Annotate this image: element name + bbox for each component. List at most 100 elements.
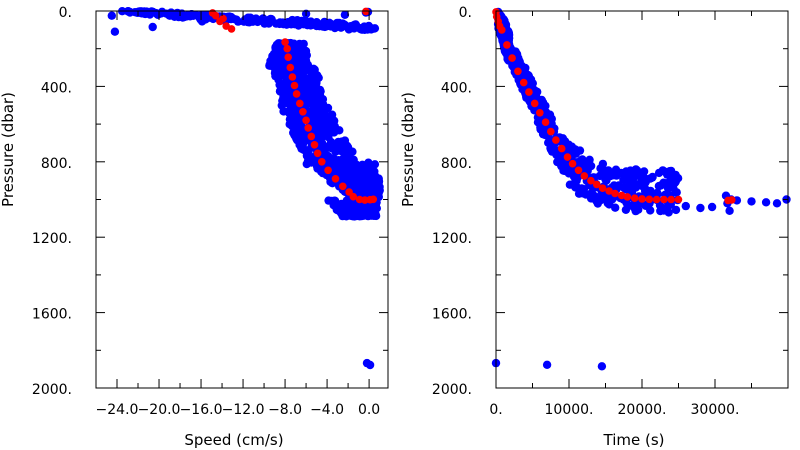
data-point	[525, 88, 533, 96]
data-point	[372, 175, 381, 184]
data-point	[315, 22, 324, 31]
data-point	[671, 205, 681, 215]
data-point	[330, 196, 339, 205]
data-point	[304, 124, 313, 132]
data-point	[508, 54, 516, 62]
data-point	[568, 148, 578, 157]
data-point	[275, 80, 284, 90]
data-point	[333, 139, 342, 148]
data-point	[340, 159, 350, 169]
data-point	[631, 180, 640, 189]
y-tick-label: 2000.	[432, 382, 472, 398]
data-point	[363, 24, 372, 33]
data-point	[310, 65, 319, 74]
data-point	[542, 108, 551, 118]
data-point	[547, 147, 557, 156]
data-point	[162, 9, 171, 18]
data-point	[324, 166, 332, 175]
data-point	[541, 118, 550, 126]
data-point	[620, 169, 630, 179]
data-point	[304, 157, 313, 167]
data-point	[279, 107, 288, 116]
data-point	[145, 9, 154, 18]
x-tick-label: −12.0	[222, 402, 265, 418]
data-point	[351, 186, 360, 195]
x-tick-label: −8.0	[268, 402, 302, 418]
data-point	[580, 172, 589, 180]
x-tick-label: 30000.	[691, 402, 740, 418]
data-point	[747, 197, 756, 206]
data-point	[638, 195, 646, 203]
data-point	[280, 90, 289, 100]
data-point	[593, 199, 602, 208]
data-point	[344, 166, 353, 175]
data-point	[299, 108, 307, 116]
data-point	[604, 166, 613, 175]
data-point	[565, 180, 575, 189]
data-point	[333, 206, 342, 215]
data-point	[552, 136, 560, 144]
data-point	[331, 147, 340, 156]
data-point	[277, 19, 286, 28]
data-point	[598, 159, 608, 169]
data-point	[587, 188, 596, 197]
time-pressure-panel: 0. 400. 800. 1200. 1600. 2000. 0. 10000. 20000. 3…	[399, 5, 791, 449]
data-point	[503, 41, 511, 49]
data-point	[630, 194, 639, 202]
data-point	[653, 188, 662, 197]
data-point	[292, 90, 301, 98]
speed-pressure-panel: 0. 400. 800. 1200. 1600. 2000. −24.0 −20.0 −16.0…	[0, 5, 389, 449]
data-point	[267, 55, 276, 65]
data-point	[197, 17, 207, 26]
data-point	[530, 99, 539, 108]
data-point	[349, 21, 358, 30]
data-point	[315, 92, 325, 101]
data-point	[216, 17, 224, 26]
data-point	[345, 202, 354, 211]
data-point	[364, 161, 373, 170]
x-tick-label: 0.0	[358, 402, 380, 418]
y-tick-label: 1200.	[32, 231, 72, 247]
data-point	[572, 176, 581, 185]
data-point	[339, 182, 347, 191]
data-point	[587, 176, 595, 185]
data-point	[514, 67, 522, 76]
data-point	[351, 207, 360, 216]
data-point	[334, 22, 343, 31]
data-point	[672, 188, 681, 197]
data-point	[375, 182, 384, 192]
data-point	[227, 25, 236, 33]
data-point	[315, 115, 324, 124]
data-point	[294, 41, 304, 51]
data-point	[286, 63, 295, 72]
data-point	[659, 206, 668, 215]
data-point	[318, 158, 326, 166]
data-point	[641, 177, 650, 187]
data-point	[611, 189, 619, 198]
data-point	[536, 109, 544, 117]
data-point	[331, 126, 340, 135]
x-axis-label: Time (s)	[603, 431, 665, 449]
data-point	[277, 70, 286, 80]
data-point	[597, 362, 607, 371]
data-point	[342, 22, 351, 31]
data-point	[728, 196, 736, 204]
data-point	[302, 116, 310, 125]
data-point	[365, 360, 375, 370]
data-point	[300, 135, 309, 145]
data-point	[599, 191, 608, 200]
data-point	[184, 10, 193, 19]
data-point	[312, 83, 321, 93]
data-point	[361, 208, 370, 217]
y-axis-label: Pressure (dbar)	[0, 92, 17, 207]
data-point	[547, 127, 555, 136]
x-axis-label: Speed (cm/s)	[184, 431, 283, 449]
data-point	[293, 136, 302, 145]
data-point	[342, 142, 352, 151]
data-point	[370, 160, 380, 169]
x-tick-label: −24.0	[96, 402, 139, 418]
y-tick-label: 400.	[41, 80, 72, 96]
data-point	[260, 15, 269, 25]
data-point	[652, 195, 661, 204]
